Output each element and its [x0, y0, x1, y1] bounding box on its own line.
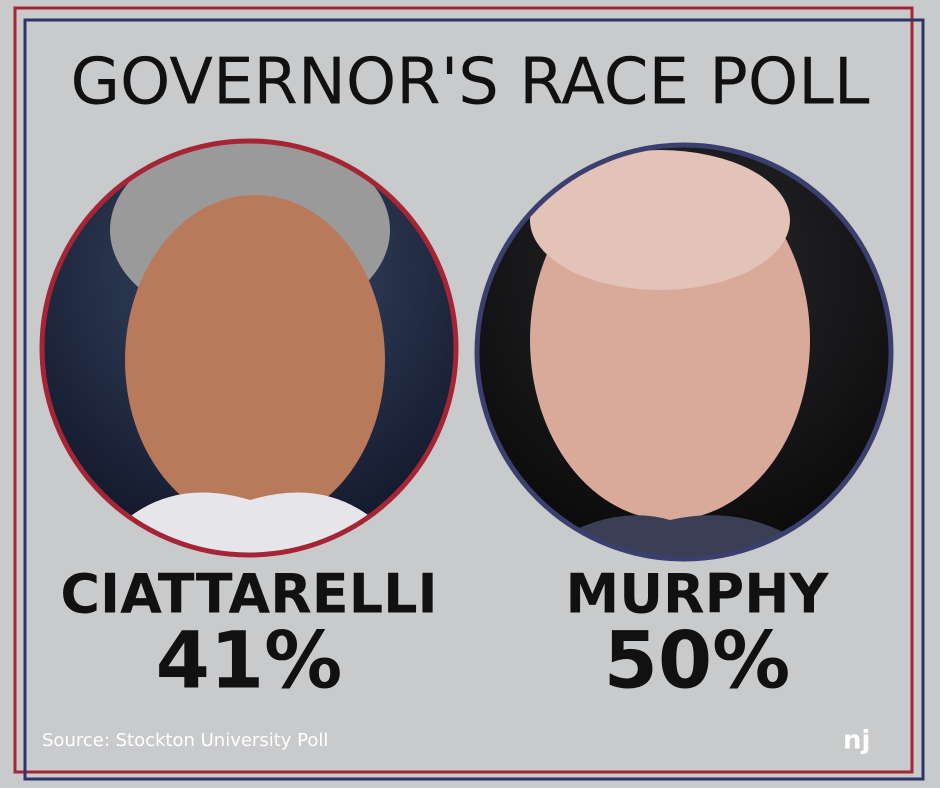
- candidate-percent: 41%: [156, 616, 343, 706]
- photo-frame-right: [474, 142, 894, 562]
- title: GOVERNOR'S RACE POLL: [70, 46, 869, 120]
- candidate-percent: 50%: [604, 616, 791, 706]
- blue-frame: [23, 18, 925, 781]
- photo-frame-left: [39, 138, 459, 558]
- candidate-name: CIATTARELLI: [60, 563, 437, 626]
- logo: nj: [843, 726, 870, 756]
- candidate-name: MURPHY: [565, 563, 829, 626]
- red-frame: [13, 6, 914, 774]
- source: Source: Stockton University Poll: [42, 730, 328, 751]
